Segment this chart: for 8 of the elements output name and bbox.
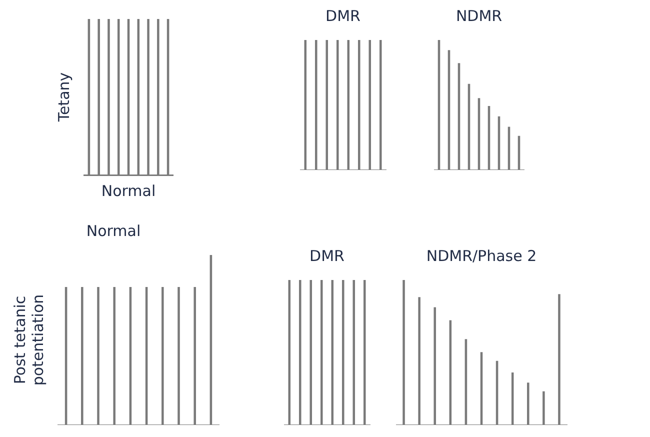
chart-title: NDMR/Phase 2 xyxy=(426,246,537,265)
chart-title: NDMR xyxy=(456,6,502,25)
chart-title: DMR xyxy=(326,6,360,25)
y-axis-title: Tetany xyxy=(54,72,73,123)
chart-title: DMR xyxy=(310,246,344,265)
chart-title: Normal xyxy=(86,222,141,240)
y-axis-title: Post tetanic potentiation xyxy=(10,294,47,386)
x-axis-title: Normal xyxy=(101,182,156,200)
